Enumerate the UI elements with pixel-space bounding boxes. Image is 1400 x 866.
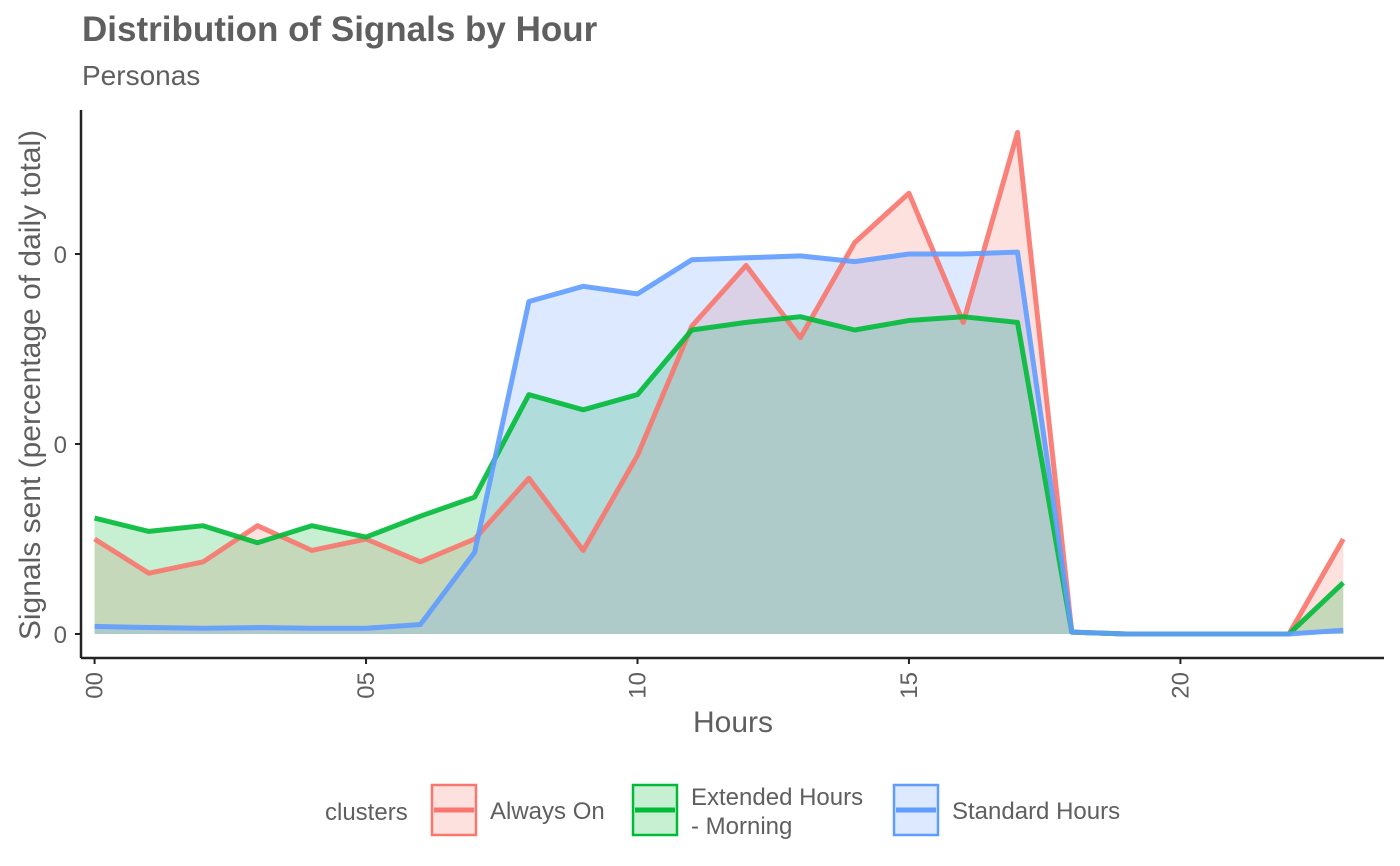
y-tick-label: 0	[54, 242, 67, 269]
y-tick-label: 0	[54, 432, 67, 459]
legend-label-standard-hours: Standard Hours	[952, 798, 1120, 825]
area-layer	[95, 132, 1344, 634]
x-tick-label: 20	[1167, 672, 1194, 699]
x-tick-label: 05	[353, 672, 380, 699]
x-tick-label: 15	[896, 672, 923, 699]
legend: clusters Always On Extended Hours - Mornin…	[325, 784, 1120, 840]
y-axis-ticks: 0 0 0	[54, 242, 81, 649]
y-axis-title: Signals sent (percentage of daily total)	[14, 130, 47, 640]
x-tick-label: 10	[624, 672, 651, 699]
legend-title: clusters	[325, 799, 408, 826]
legend-label-always-on: Always On	[490, 798, 605, 825]
legend-label-extended-hours-morning: Extended Hours - Morning	[691, 784, 863, 840]
x-axis-title: Hours	[693, 706, 773, 739]
x-axis-ticks: 00 05 10 15 20	[82, 658, 1195, 699]
y-tick-label: 0	[54, 622, 67, 649]
x-tick-label: 00	[82, 672, 109, 699]
